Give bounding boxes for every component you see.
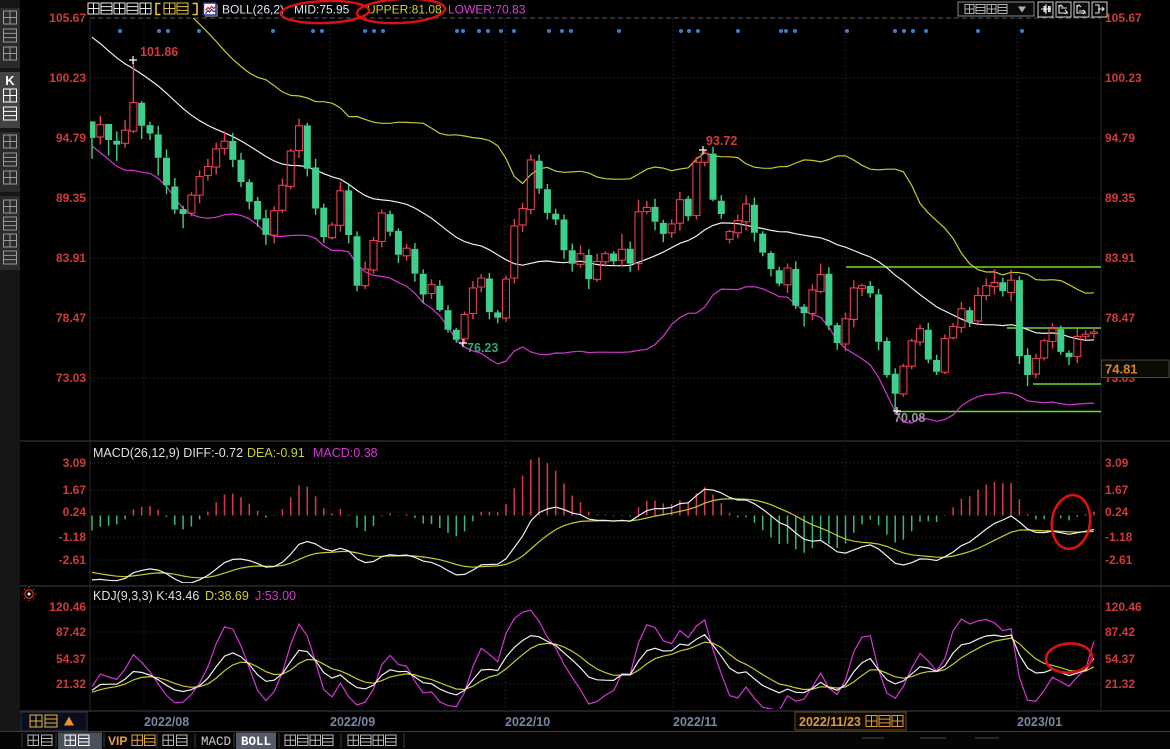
svg-text:K: K [5,73,15,88]
svg-text:0.24: 0.24 [63,505,87,519]
svg-text:2022/08: 2022/08 [144,715,189,729]
svg-text:83.91: 83.91 [56,251,86,265]
svg-text:2023/01: 2023/01 [1017,715,1062,729]
svg-text:94.79: 94.79 [1105,131,1135,145]
svg-text:3.09: 3.09 [63,456,87,470]
svg-text:DEA:-0.91: DEA:-0.91 [247,446,305,460]
svg-text:1.67: 1.67 [63,483,87,497]
svg-text:3.09: 3.09 [1105,456,1129,470]
svg-text:VIP: VIP [108,734,127,748]
svg-text:MACD(26,12,9) DIFF:-0.72: MACD(26,12,9) DIFF:-0.72 [93,446,243,460]
svg-text:D:38.69: D:38.69 [205,589,249,603]
svg-text:87.42: 87.42 [56,625,86,639]
svg-text:105.67: 105.67 [49,11,86,25]
svg-text:105.67: 105.67 [1105,11,1142,25]
svg-text:89.35: 89.35 [56,191,86,205]
svg-text:1.67: 1.67 [1105,483,1129,497]
svg-text:LOWER:70.83: LOWER:70.83 [448,3,526,17]
svg-text:94.79: 94.79 [56,131,86,145]
svg-text:100.23: 100.23 [49,71,86,85]
svg-text:BOLL(26,2): BOLL(26,2) [222,3,284,17]
svg-text:87.42: 87.42 [1105,625,1135,639]
svg-text:MID:75.95: MID:75.95 [294,3,350,17]
svg-text:21.32: 21.32 [1105,677,1135,691]
svg-text:73.03: 73.03 [56,371,86,385]
svg-text:74.81: 74.81 [1105,362,1138,377]
svg-text:J:53.00: J:53.00 [255,589,296,603]
svg-text:78.47: 78.47 [56,311,86,325]
svg-text:54.37: 54.37 [1105,652,1135,666]
svg-text:BOLL: BOLL [241,735,271,749]
svg-text:76.23: 76.23 [467,341,498,355]
svg-text:70.08: 70.08 [894,411,925,425]
svg-text:100.23: 100.23 [1105,71,1142,85]
svg-text:83.91: 83.91 [1105,251,1135,265]
svg-text:2022/10: 2022/10 [505,715,550,729]
svg-text:120.46: 120.46 [49,600,86,614]
svg-text:-2.61: -2.61 [59,553,87,567]
svg-text:0.24: 0.24 [1105,505,1129,519]
svg-text:KDJ(9,3,3) K:43.46: KDJ(9,3,3) K:43.46 [93,589,199,603]
svg-text:21.32: 21.32 [56,677,86,691]
svg-text:UPPER:81.08: UPPER:81.08 [367,3,442,17]
svg-text:54.37: 54.37 [56,652,86,666]
svg-text:2022/11: 2022/11 [673,715,718,729]
svg-text:78.47: 78.47 [1105,311,1135,325]
svg-text:120.46: 120.46 [1105,600,1142,614]
svg-text:-1.18: -1.18 [1105,530,1133,544]
svg-text:2022/09: 2022/09 [330,715,375,729]
svg-text:93.72: 93.72 [706,134,737,148]
svg-text:MACD: MACD [201,735,231,749]
svg-text:MACD:0.38: MACD:0.38 [313,446,378,460]
svg-text:-1.18: -1.18 [59,530,87,544]
svg-text:2022/11/23: 2022/11/23 [799,715,861,729]
svg-text:101.86: 101.86 [140,45,178,59]
svg-text:-2.61: -2.61 [1105,553,1133,567]
svg-text:89.35: 89.35 [1105,191,1135,205]
